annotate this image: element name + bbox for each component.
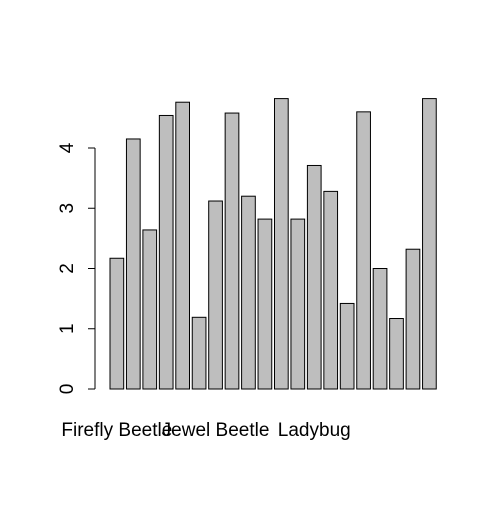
y-tick-label: 4 [57,142,78,153]
x-category-label: Jewel Beetle [162,420,270,441]
bars [109,98,437,390]
bar [389,318,404,390]
bar [339,302,355,390]
x-category-label: Firefly Beetle [61,420,172,441]
y-axis: 0 1 2 3 4 [57,142,96,395]
y-tick-label: 1 [57,323,78,334]
y-tick-label: 3 [57,203,78,214]
bar [422,98,437,390]
bar [208,200,223,390]
x-category-label: Ladybug [278,420,351,441]
y-tick-label: 0 [57,384,78,395]
bar [241,195,256,390]
bar [125,138,141,390]
bar [142,229,158,390]
bar [405,248,421,390]
bar [257,218,273,390]
bar [274,98,289,390]
bar [290,218,306,390]
bar [175,101,191,390]
bar [356,111,371,390]
bar [372,268,388,390]
bar [224,112,240,390]
bar [191,316,207,390]
bar [306,164,322,390]
bar [323,190,339,390]
y-tick-label: 2 [57,263,78,274]
bar [109,257,125,390]
bar [158,114,174,390]
